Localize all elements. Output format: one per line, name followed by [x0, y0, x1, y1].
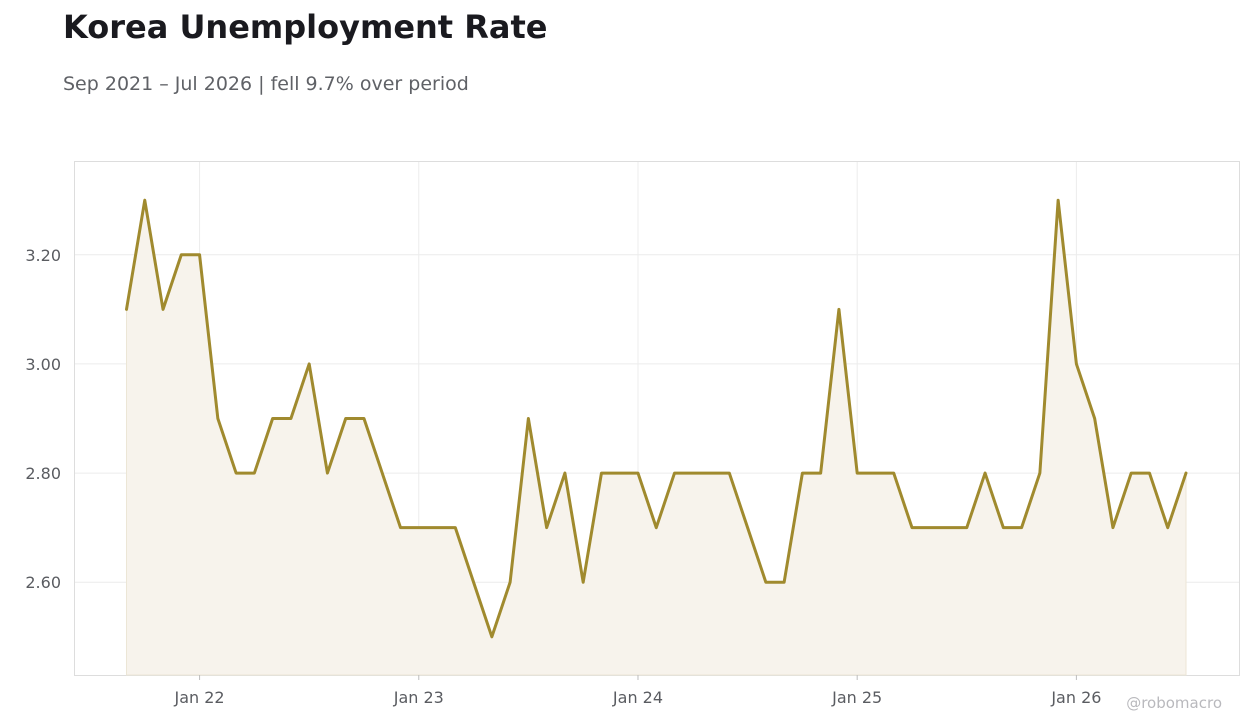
watermark: @robomacro	[1126, 694, 1222, 712]
y-tick-label: 2.80	[25, 464, 61, 483]
x-axis: Jan 22 Jan 23 Jan 24 Jan 25 Jan 26	[174, 675, 1101, 707]
x-tick-label: Jan 22	[174, 688, 225, 707]
chart-title: Korea Unemployment Rate	[63, 8, 548, 46]
series-line	[125, 198, 1188, 639]
x-tick-label: Jan 24	[612, 688, 663, 707]
y-axis: 2.60 2.80 3.00 3.20	[25, 246, 61, 592]
x-tick-label: Jan 25	[831, 688, 882, 707]
x-tick-label: Jan 23	[393, 688, 444, 707]
chart-subtitle: Sep 2021 – Jul 2026 | fell 9.7% over per…	[63, 73, 469, 95]
y-tick-label: 3.00	[25, 355, 61, 374]
x-tick-label: Jan 26	[1050, 688, 1101, 707]
y-tick-label: 3.20	[25, 246, 61, 265]
y-tick-label: 2.60	[25, 573, 61, 592]
